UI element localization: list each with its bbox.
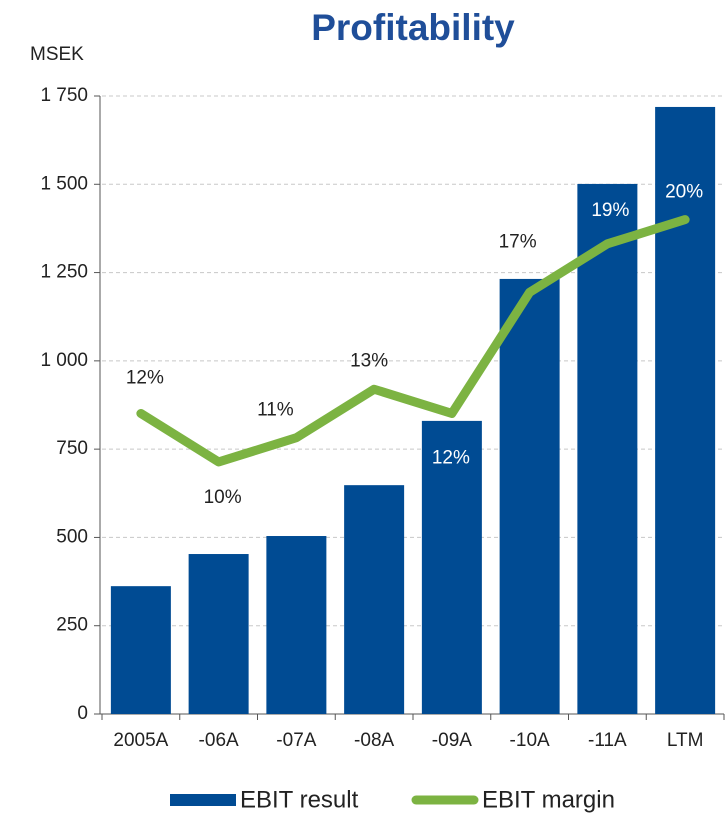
data-label: 11% <box>257 400 294 421</box>
x-tick-label: -08A <box>354 730 394 751</box>
data-label: 10% <box>204 487 242 508</box>
bar <box>266 536 327 714</box>
y-tick-label: 1 250 <box>40 262 88 283</box>
x-tick-label: -07A <box>276 730 316 751</box>
x-tick-label: LTM <box>667 730 704 751</box>
y-tick-label: 0 <box>77 703 88 724</box>
y-tick-label: 1 500 <box>40 173 88 194</box>
data-label: 19% <box>591 200 629 221</box>
data-label: 17% <box>499 231 537 252</box>
data-label: 12% <box>126 367 164 388</box>
bar <box>344 485 405 714</box>
legend-label: EBIT result <box>240 786 359 813</box>
data-label: 20% <box>665 182 703 203</box>
x-tick-label: -06A <box>199 730 239 751</box>
y-tick-label: 250 <box>56 615 88 636</box>
bar <box>577 183 638 715</box>
x-tick-label: -11A <box>588 730 627 751</box>
margin-line <box>136 215 690 467</box>
bar <box>421 420 482 714</box>
y-axis-label: MSEK <box>30 44 84 65</box>
y-tick-label: 1 750 <box>40 85 88 106</box>
chart-title: Profitability <box>311 7 515 48</box>
data-label: 12% <box>432 447 470 468</box>
y-tick-label: 750 <box>56 438 88 459</box>
y-tick-label: 1 000 <box>40 350 88 371</box>
legend-label: EBIT margin <box>482 786 615 813</box>
y-tick-label: 500 <box>56 526 88 547</box>
bar <box>499 278 560 714</box>
legend-swatch <box>170 794 236 806</box>
x-tick-label: -10A <box>510 730 550 751</box>
x-tick-label: 2005A <box>113 730 168 751</box>
bar <box>188 554 249 714</box>
bar <box>655 106 716 714</box>
bar <box>110 586 171 714</box>
data-label: 13% <box>350 350 388 371</box>
x-tick-label: -09A <box>432 730 472 751</box>
